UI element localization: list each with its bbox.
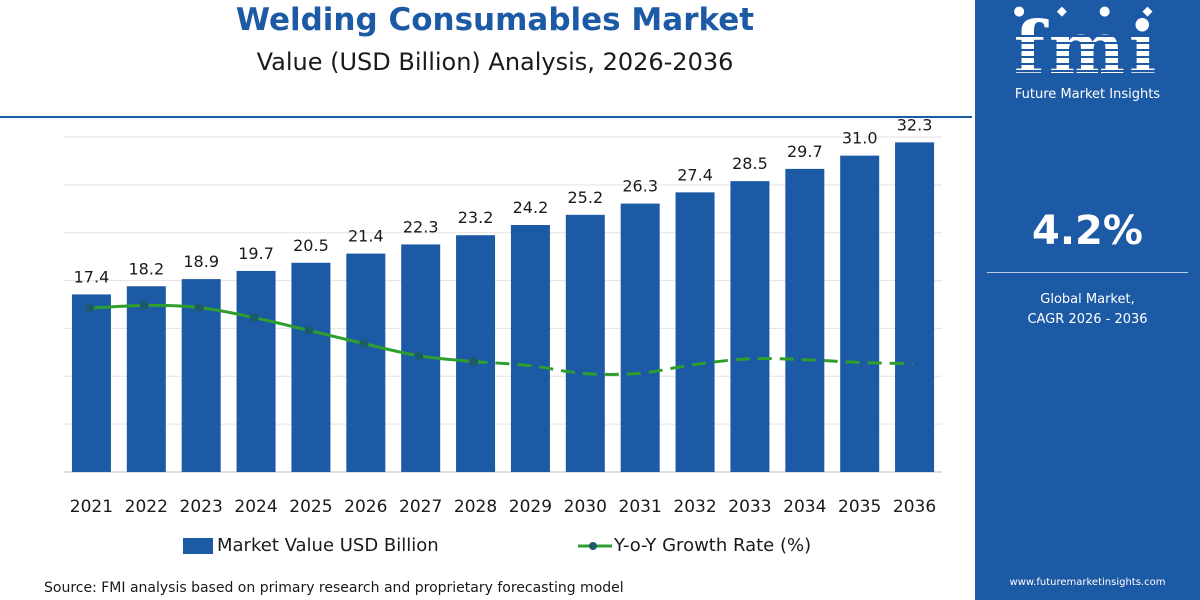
x-tick-label: 2026: [344, 497, 387, 517]
bar-value-label: 27.4: [677, 165, 713, 184]
source-note: Source: FMI analysis based on primary re…: [44, 580, 624, 596]
growth-point: [249, 313, 259, 323]
chart-subtitle: Value (USD Billion) Analysis, 2026-2036: [256, 48, 734, 76]
x-tick-label: 2028: [454, 497, 497, 517]
bar: [620, 203, 660, 472]
legend-bar-label: Market Value USD Billion: [217, 535, 439, 556]
brand-logo: fmi: [1013, 5, 1161, 90]
growth-line-solid: [89, 303, 474, 364]
chart: 17.4 2021 18.2 2022 18.9 2023 19.7 2024 20.5 2025…: [64, 115, 942, 517]
bar-value-label: 18.9: [183, 252, 219, 271]
bar-value-label: 21.4: [348, 227, 384, 246]
bar-value-label: 26.3: [622, 177, 658, 196]
bar-value-label: 18.2: [129, 259, 165, 278]
x-tick-label: 2032: [673, 497, 716, 517]
bar: [71, 294, 111, 472]
brand-name: Future Market Insights: [1014, 87, 1161, 102]
cagr-label-line2: CAGR 2026 - 2036: [1027, 312, 1148, 327]
bar: [895, 142, 935, 472]
x-tick-label: 2027: [399, 497, 442, 517]
bar-value-label: 28.5: [732, 154, 768, 173]
chart-title: Welding Consumables Market: [235, 2, 755, 38]
header-divider: [0, 116, 972, 118]
bar: [510, 225, 550, 472]
x-tick-label: 2021: [70, 497, 113, 517]
x-tick-label: 2031: [619, 497, 662, 517]
bar: [565, 214, 605, 472]
cagr-label-line1: Global Market,: [1040, 292, 1135, 307]
bar: [456, 235, 496, 472]
bar-value-label: 29.7: [787, 142, 823, 161]
x-tick-label: 2022: [125, 497, 168, 517]
growth-point: [469, 357, 479, 367]
bar: [785, 168, 825, 472]
bar: [236, 270, 276, 472]
cagr-value: 4.2%: [1032, 208, 1143, 254]
x-tick-label: 2024: [234, 497, 277, 517]
x-tick-label: 2029: [509, 497, 552, 517]
x-tick-label: 2033: [728, 497, 771, 517]
legend-bar-swatch: [183, 538, 213, 554]
sidebar-panel: ● ◆ ● ◆ fmi Future Market Insights 4.2% …: [975, 0, 1200, 600]
growth-point: [359, 339, 369, 349]
cagr-label: Global Market, CAGR 2026 - 2036: [975, 290, 1200, 330]
x-tick-label: 2030: [564, 497, 607, 517]
bar: [730, 181, 770, 472]
bar-value-label: 20.5: [293, 236, 329, 255]
sidebar-divider: [987, 272, 1188, 273]
x-tick-label: 2036: [893, 497, 936, 517]
brand-icons: ● ◆ ● ◆: [1013, 4, 1167, 19]
bar-value-label: 17.4: [74, 267, 110, 286]
bar-value-label: 32.3: [897, 115, 933, 134]
bar: [840, 155, 880, 472]
x-tick-label: 2023: [180, 497, 223, 517]
bar: [675, 192, 715, 472]
growth-point: [84, 303, 94, 313]
legend-line-label: Y-o-Y Growth Rate (%): [614, 535, 812, 556]
bar: [126, 286, 166, 472]
bar-value-label: 23.2: [458, 208, 494, 227]
growth-point: [194, 303, 204, 313]
website-link[interactable]: www.futuremarketinsights.com: [1009, 577, 1166, 588]
x-tick-label: 2035: [838, 497, 881, 517]
bar-value-label: 25.2: [568, 188, 604, 207]
growth-line-dashed: [473, 357, 913, 376]
bar-value-label: 19.7: [238, 244, 274, 263]
bar-value-label: 22.3: [403, 217, 439, 236]
growth-point: [414, 351, 424, 361]
bar: [346, 253, 386, 472]
bar-value-label: 31.0: [842, 129, 878, 148]
x-tick-label: 2034: [783, 497, 826, 517]
bar-value-label: 24.2: [513, 198, 549, 217]
bar: [291, 262, 331, 472]
legend-line-swatch: [578, 542, 612, 550]
growth-point: [304, 325, 314, 335]
x-tick-label: 2025: [289, 497, 332, 517]
growth-point: [139, 300, 149, 310]
